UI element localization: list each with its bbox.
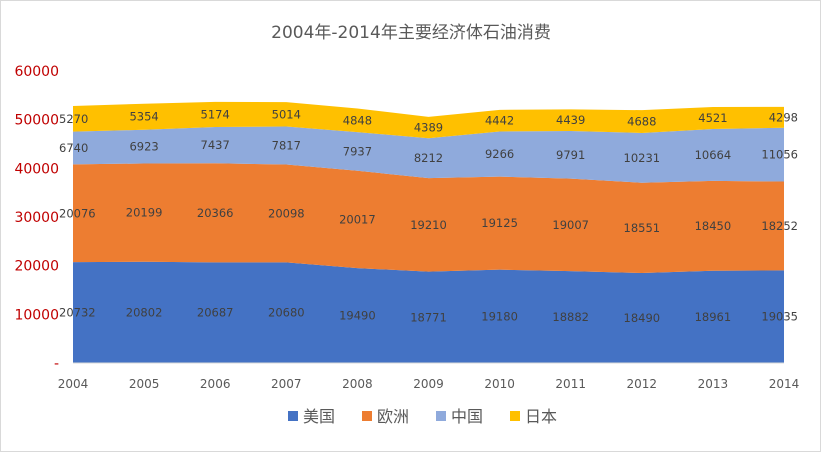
series-area-2 — [73, 126, 784, 183]
legend-label-3: 日本 — [525, 407, 557, 426]
data-label-0-5: 18771 — [410, 310, 447, 324]
y-tick-label-3: 30000 — [14, 210, 59, 226]
data-label-2-3: 7817 — [272, 139, 301, 153]
data-label-2-10: 11056 — [761, 148, 798, 162]
data-label-2-5: 8212 — [414, 151, 443, 165]
legend-swatch-0 — [288, 411, 298, 421]
data-label-1-2: 20366 — [197, 206, 234, 220]
data-label-3-10: 4298 — [769, 110, 798, 124]
data-label-1-9: 18450 — [695, 219, 732, 233]
legend-swatch-3 — [510, 411, 520, 421]
x-tick-label-4: 2008 — [342, 377, 373, 391]
data-label-1-5: 19210 — [410, 218, 447, 232]
data-label-3-3: 5014 — [272, 107, 301, 121]
x-tick-label-7: 2011 — [555, 377, 586, 391]
y-tick-label-1: 10000 — [14, 307, 59, 323]
data-labels: 20732 20802 20687 20680 19490 18771 19180 18882… — [59, 107, 798, 325]
data-label-0-7: 18882 — [552, 310, 589, 324]
data-label-2-0: 6740 — [59, 141, 88, 155]
data-label-0-3: 20680 — [268, 306, 305, 320]
data-label-3-9: 4521 — [698, 111, 727, 125]
data-label-1-10: 18252 — [761, 219, 798, 233]
y-tick-label-2: 20000 — [14, 259, 59, 275]
data-label-2-9: 10664 — [695, 148, 732, 162]
series-areas — [73, 101, 784, 363]
series-area-1 — [73, 163, 784, 274]
data-label-0-1: 20802 — [126, 305, 163, 319]
legend-label-2: 中国 — [451, 407, 483, 426]
data-label-2-4: 7937 — [343, 144, 372, 158]
legend: 美国 欧洲 中国 日本 — [288, 407, 557, 426]
x-tick-label-2: 2006 — [200, 377, 231, 391]
data-label-3-4: 4848 — [343, 113, 372, 127]
data-label-3-8: 4688 — [627, 115, 656, 129]
x-tick-label-0: 2004 — [58, 377, 89, 391]
data-label-1-1: 20199 — [126, 206, 163, 220]
x-axis: 2004 2005 2006 2007 2008 2009 2010 2011 2012 2013… — [58, 362, 800, 391]
x-tick-label-8: 2012 — [627, 377, 658, 391]
data-label-1-8: 18551 — [624, 221, 661, 235]
x-tick-label-1: 2005 — [129, 377, 160, 391]
data-label-0-2: 20687 — [197, 306, 234, 320]
data-label-1-3: 20098 — [268, 206, 305, 220]
y-tick-label-0: - — [54, 356, 59, 372]
legend-label-0: 美国 — [303, 407, 335, 426]
data-label-3-5: 4389 — [414, 121, 443, 135]
x-tick-label-3: 2007 — [271, 377, 302, 391]
legend-swatch-2 — [436, 411, 446, 421]
y-tick-label-4: 40000 — [14, 161, 59, 177]
data-label-1-0: 20076 — [59, 206, 96, 220]
data-label-2-7: 9791 — [556, 148, 585, 162]
data-label-2-6: 9266 — [485, 147, 514, 161]
data-label-0-4: 19490 — [339, 309, 376, 323]
data-label-3-0: 5270 — [59, 112, 88, 126]
legend-label-1: 欧洲 — [377, 407, 409, 426]
y-tick-label-6: 60000 — [14, 64, 59, 80]
data-label-0-0: 20732 — [59, 306, 96, 320]
series-area-3 — [73, 101, 784, 139]
data-label-3-6: 4442 — [485, 114, 514, 128]
chart-title: 2004年-2014年主要经济体石油消费 — [271, 23, 551, 43]
x-tick-label-6: 2010 — [484, 377, 515, 391]
data-label-3-1: 5354 — [129, 110, 158, 124]
y-axis: - 10000 20000 30000 40000 50000 60000 — [14, 64, 59, 372]
data-label-2-8: 10231 — [624, 151, 661, 165]
data-label-0-9: 18961 — [695, 310, 732, 324]
y-tick-label-5: 50000 — [14, 113, 59, 129]
data-label-1-4: 20017 — [339, 212, 376, 226]
data-label-2-1: 6923 — [129, 140, 158, 154]
x-tick-label-5: 2009 — [413, 377, 444, 391]
series-area-0 — [73, 261, 784, 363]
x-tick-label-10: 2014 — [769, 377, 800, 391]
data-label-0-6: 19180 — [481, 309, 518, 323]
data-label-3-2: 5174 — [201, 107, 230, 121]
data-label-3-7: 4439 — [556, 113, 585, 127]
data-label-0-8: 18490 — [624, 311, 661, 325]
data-label-2-2: 7437 — [201, 138, 230, 152]
data-label-1-6: 19125 — [481, 216, 518, 230]
data-label-0-10: 19035 — [761, 310, 798, 324]
x-tick-label-9: 2013 — [698, 377, 729, 391]
legend-swatch-1 — [362, 411, 372, 421]
data-label-1-7: 19007 — [552, 218, 589, 232]
